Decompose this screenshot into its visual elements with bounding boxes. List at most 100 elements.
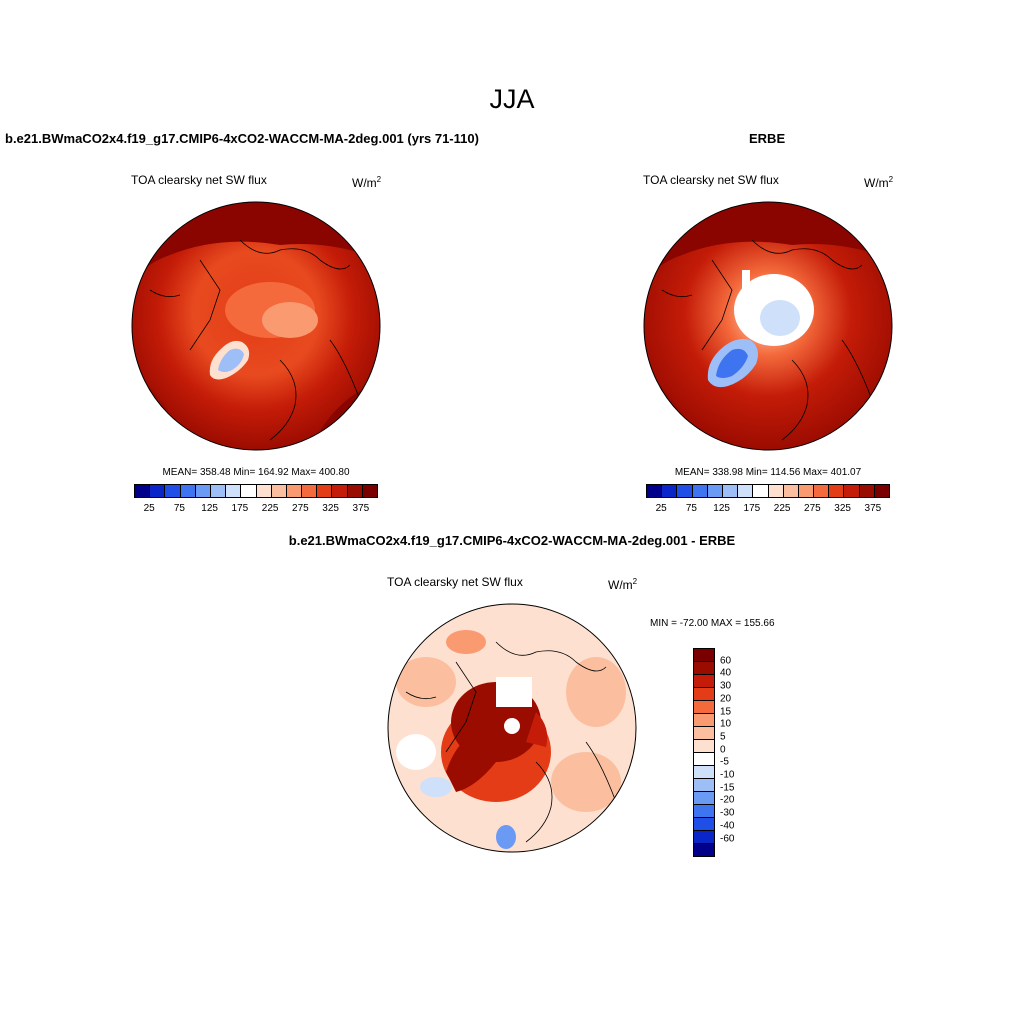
colorbar-swatch [694, 740, 714, 753]
colorbar-tick-label: 275 [292, 503, 309, 514]
colorbar-swatch [722, 485, 739, 497]
colorbar-swatch [241, 485, 257, 497]
colorbar-swatch [694, 766, 714, 779]
polar-map-diff [387, 603, 637, 853]
colorbar-tick-label: 5 [720, 731, 726, 743]
colorbar-swatch [362, 485, 377, 497]
colorbar-swatch [874, 485, 889, 497]
colorbar-swatch [694, 753, 714, 766]
colorbar-swatch [859, 485, 875, 497]
colorbar-diff [693, 648, 715, 857]
colorbar-tick-label: -40 [720, 820, 735, 832]
colorbar-swatch [271, 485, 287, 497]
colorbar-swatch [694, 831, 714, 844]
colorbar-tick-label: -20 [720, 794, 735, 806]
colorbar-swatch [677, 485, 693, 497]
colorbar-tick-label: 125 [713, 503, 730, 514]
colorbar-tick-label: 10 [720, 718, 732, 730]
colorbar-swatch [332, 485, 348, 497]
colorbar-swatch [707, 485, 723, 497]
polar-map-obs [643, 201, 893, 451]
colorbar-tick-label: 125 [201, 503, 218, 514]
variable-label-diff: TOA clearsky net SW flux [387, 575, 523, 589]
colorbar-tick-label: 175 [231, 503, 249, 514]
colorbar-swatch [694, 688, 714, 701]
panel-title-obs: ERBE [749, 131, 786, 146]
polar-map-model [131, 201, 381, 451]
colorbar-swatch [662, 485, 678, 497]
colorbar-swatch [768, 485, 784, 497]
colorbar-swatch [692, 485, 708, 497]
colorbar-tick-label: -15 [720, 782, 735, 794]
stats-diff: MIN = -72.00 MAX = 155.66 [650, 618, 775, 629]
colorbar-tick-label: 25 [655, 503, 667, 514]
panel-title-diff: b.e21.BWmaCO2x4.f19_g17.CMIP6-4xCO2-WACC… [288, 533, 736, 548]
colorbar-tick-label: -60 [720, 833, 735, 844]
colorbar-swatch [694, 727, 714, 740]
colorbar-tick-label: 375 [864, 503, 882, 514]
colorbar-tick-label: 225 [261, 503, 279, 514]
colorbar-swatch [135, 485, 151, 497]
colorbar-tick-label: 75 [173, 503, 185, 514]
colorbar-swatch [814, 485, 830, 497]
colorbar-tick-label: 40 [720, 667, 732, 679]
units-label-obs: W/m2 [864, 175, 894, 190]
colorbar-swatch [694, 818, 714, 831]
colorbar-swatch [694, 649, 714, 662]
colorbar-tick-label: 30 [720, 680, 732, 692]
colorbar-swatch [302, 485, 318, 497]
colorbar-tick-label: 60 [720, 655, 732, 667]
stats-model: MEAN= 358.48 Min= 164.92 Max= 400.80 [162, 467, 350, 478]
colorbar-swatch [180, 485, 196, 497]
colorbar-tick-label: 0 [720, 744, 726, 756]
colorbar-tick-label: 20 [720, 693, 732, 705]
colorbar-swatch [256, 485, 272, 497]
colorbar-tick-label: -30 [720, 807, 735, 819]
colorbar-swatch [347, 485, 363, 497]
colorbar-swatch [798, 485, 815, 497]
colorbar-tick-label: 15 [720, 706, 732, 717]
colorbar-swatch [226, 485, 242, 497]
colorbar-tick-label: 325 [834, 503, 851, 514]
main-title: JJA [489, 84, 535, 114]
colorbar-swatch [738, 485, 754, 497]
colorbar-swatch [150, 485, 166, 497]
colorbar-obs [646, 484, 890, 498]
colorbar-tick-label: 225 [773, 503, 791, 514]
colorbar-ticks-diff: 60 40 30 20 15 10 5 0 -5 -10 -15 -20 -30 -40 -60 [720, 648, 760, 852]
colorbar-swatch [753, 485, 769, 497]
variable-label-model: TOA clearsky net SW flux [131, 173, 267, 187]
colorbar-swatch [317, 485, 333, 497]
colorbar-tick-label: -10 [720, 769, 735, 781]
units-label-model: W/m2 [352, 175, 382, 190]
colorbar-swatch [210, 485, 227, 497]
colorbar-swatch [694, 675, 714, 688]
colorbar-tick-label: 325 [322, 503, 339, 514]
colorbar-swatch [844, 485, 860, 497]
colorbar-tick-label: 175 [743, 503, 761, 514]
colorbar-tick-label: -5 [720, 756, 729, 768]
colorbar-swatch [694, 714, 714, 727]
colorbar-swatch [165, 485, 181, 497]
colorbar-swatch [829, 485, 845, 497]
colorbar-swatch [647, 485, 663, 497]
colorbar-tick-label: 75 [685, 503, 697, 514]
colorbar-tick-label: 25 [143, 503, 155, 514]
units-label-diff: W/m2 [608, 577, 638, 592]
colorbar-ticks-model: 25 75 125 175 225 275 325 375 [134, 503, 376, 515]
colorbar-tick-label: 275 [804, 503, 821, 514]
colorbar-swatch [694, 805, 714, 818]
colorbar-swatch [694, 844, 714, 856]
colorbar-swatch [195, 485, 211, 497]
colorbar-tick-label: 375 [352, 503, 370, 514]
colorbar-swatch [694, 701, 714, 714]
variable-label-obs: TOA clearsky net SW flux [643, 173, 779, 187]
colorbar-swatch [783, 485, 799, 497]
panel-title-model: b.e21.BWmaCO2x4.f19_g17.CMIP6-4xCO2-WACC… [5, 131, 479, 146]
colorbar-swatch [694, 662, 714, 675]
colorbar-swatch [286, 485, 303, 497]
colorbar-swatch [694, 779, 714, 792]
colorbar-swatch [694, 792, 714, 805]
stats-obs: MEAN= 338.98 Min= 114.56 Max= 401.07 [674, 467, 862, 478]
colorbar-ticks-obs: 25 75 125 175 225 275 325 375 [646, 503, 888, 515]
